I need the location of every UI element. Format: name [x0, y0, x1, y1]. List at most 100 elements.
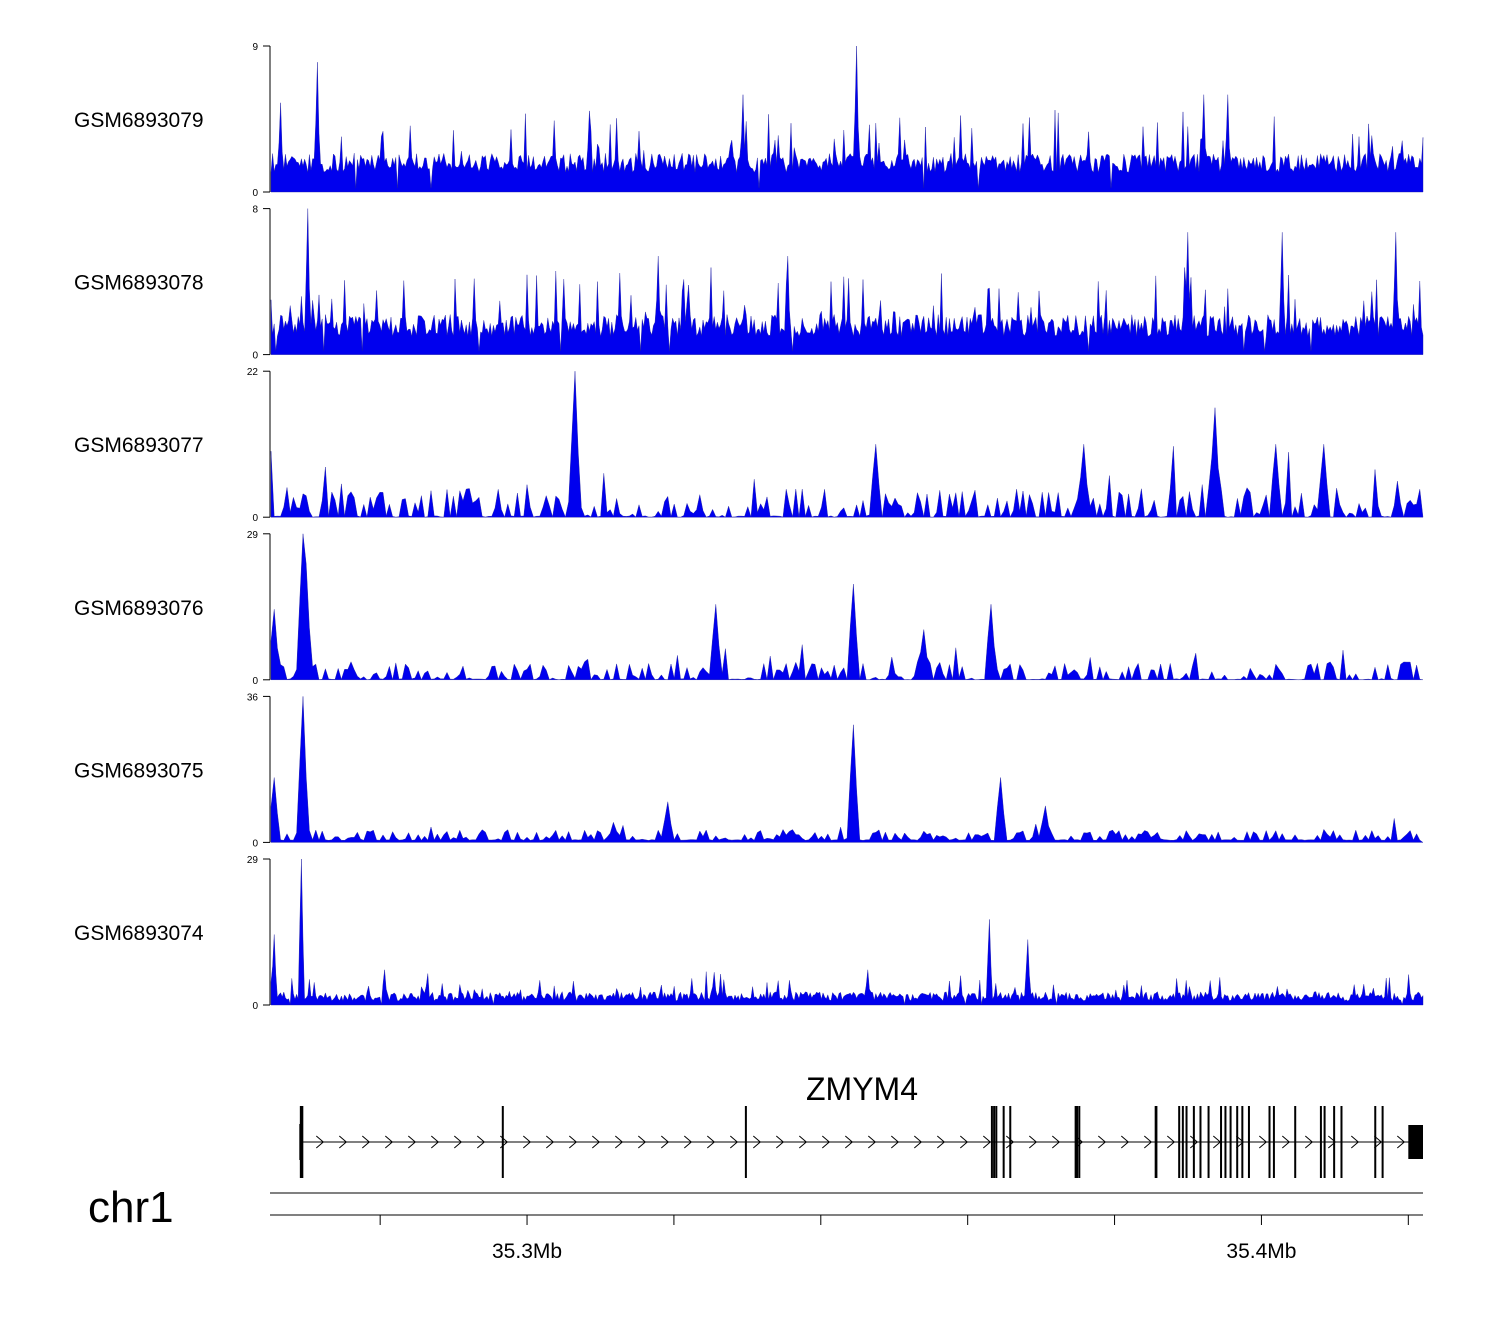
exon — [744, 1106, 747, 1178]
axis-tick-label: 35.3Mb — [492, 1240, 562, 1263]
strand-arrow — [913, 1135, 923, 1149]
strand-arrow — [1028, 1135, 1038, 1149]
strand-arrow — [1373, 1135, 1383, 1149]
strand-arrow — [890, 1135, 900, 1149]
genome-axis: chr1 35.3Mb 35.4Mb — [88, 1183, 1423, 1263]
strand-arrow — [614, 1135, 624, 1149]
gene-model-ZMYM4: ZMYM4 — [299, 1071, 1423, 1178]
strand-arrow — [1005, 1135, 1015, 1149]
exon — [1078, 1106, 1081, 1178]
exon — [1381, 1106, 1384, 1178]
y-min-label: 0 — [252, 838, 258, 849]
strand-arrow — [1120, 1135, 1130, 1149]
strand-arrow — [476, 1135, 486, 1149]
track-label: GSM6893074 — [74, 922, 204, 945]
exon — [1220, 1106, 1223, 1178]
track-label: GSM6893078 — [74, 272, 204, 295]
y-max-label: 29 — [247, 855, 259, 866]
exon — [1192, 1106, 1195, 1178]
y-min-label: 0 — [252, 188, 258, 199]
strand-arrow — [1281, 1135, 1291, 1149]
track-GSM6893079: GSM6893079 9 0 — [74, 42, 1424, 199]
strand-arrow — [1051, 1135, 1061, 1149]
strand-arrow — [683, 1135, 693, 1149]
exon — [1074, 1106, 1077, 1178]
strand-arrow — [637, 1135, 647, 1149]
strand-arrow — [430, 1135, 440, 1149]
exon — [1268, 1106, 1271, 1178]
exon — [1272, 1106, 1275, 1178]
exon — [1178, 1106, 1181, 1178]
strand-arrow — [1304, 1135, 1314, 1149]
strand-arrow — [936, 1135, 946, 1149]
exon — [1374, 1106, 1377, 1178]
y-max-label: 22 — [247, 367, 259, 378]
strand-arrow — [982, 1135, 992, 1149]
y-min-label: 0 — [252, 676, 258, 687]
track-GSM6893078: GSM6893078 8 0 — [74, 205, 1424, 362]
exon — [1185, 1106, 1188, 1178]
gene-name: ZMYM4 — [806, 1071, 918, 1107]
signal-area — [270, 696, 1424, 843]
strand-arrow — [1350, 1135, 1360, 1149]
strand-arrow — [1166, 1135, 1176, 1149]
track-label: GSM6893076 — [74, 597, 204, 620]
strand-arrow — [1143, 1135, 1153, 1149]
track-label: GSM6893079 — [74, 109, 204, 132]
strand-arrow — [522, 1135, 532, 1149]
strand-arrow — [821, 1135, 831, 1149]
track-label: GSM6893075 — [74, 759, 204, 782]
y-min-label: 0 — [252, 351, 258, 362]
strand-arrow — [1189, 1135, 1199, 1149]
exon — [995, 1106, 998, 1178]
y-max-label: 36 — [247, 692, 259, 703]
y-max-label: 8 — [252, 205, 258, 216]
signal-area — [270, 533, 1424, 681]
strand-arrow — [706, 1135, 716, 1149]
exon — [1247, 1106, 1250, 1178]
exon — [1224, 1106, 1227, 1178]
strand-arrow — [361, 1135, 371, 1149]
exon — [1236, 1106, 1239, 1178]
strand-arrow — [1097, 1135, 1107, 1149]
strand-arrow — [729, 1135, 739, 1149]
track-label: GSM6893077 — [74, 434, 204, 457]
signal-area — [270, 858, 1424, 1006]
exon — [1155, 1106, 1158, 1178]
y-max-label: 9 — [252, 42, 258, 53]
exon — [990, 1106, 993, 1178]
chromosome-label: chr1 — [88, 1183, 174, 1232]
strand-arrow — [338, 1135, 348, 1149]
exon — [1199, 1106, 1202, 1178]
track-GSM6893074: GSM6893074 29 0 — [74, 855, 1424, 1012]
y-min-label: 0 — [252, 513, 258, 524]
track-GSM6893076: GSM6893076 29 0 — [74, 530, 1424, 687]
signal-tracks: GSM689307990GSM689307880GSM6893077220GSM… — [74, 42, 1424, 1012]
strand-arrow — [315, 1135, 325, 1149]
axis-tick-label: 35.4Mb — [1226, 1240, 1296, 1263]
utr3-block — [1408, 1125, 1423, 1159]
exon-first — [299, 1124, 303, 1160]
strand-arrow — [798, 1135, 808, 1149]
strand-arrow — [453, 1135, 463, 1149]
exon — [1294, 1106, 1297, 1178]
exon — [1009, 1106, 1012, 1178]
exon — [1323, 1106, 1326, 1178]
exon — [1333, 1106, 1336, 1178]
exon — [1229, 1106, 1232, 1178]
strand-arrow — [1396, 1135, 1406, 1149]
strand-arrow — [752, 1135, 762, 1149]
strand-arrow — [384, 1135, 394, 1149]
y-min-label: 0 — [252, 1001, 258, 1012]
strand-arrow — [959, 1135, 969, 1149]
exon — [1319, 1106, 1322, 1178]
strand-arrow — [660, 1135, 670, 1149]
signal-area — [270, 208, 1424, 355]
strand-arrow — [568, 1135, 578, 1149]
strand-arrow — [775, 1135, 785, 1149]
exon — [501, 1106, 504, 1178]
signal-area — [270, 371, 1424, 518]
exon — [1181, 1106, 1184, 1178]
strand-arrow — [545, 1135, 555, 1149]
